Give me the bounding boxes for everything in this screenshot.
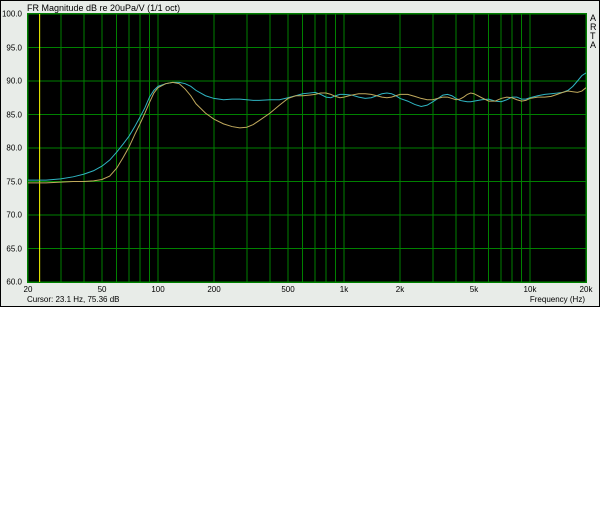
- x-tick-label: 100: [151, 285, 164, 294]
- y-tick-label: 75.0: [0, 177, 22, 186]
- x-tick-label: 20k: [580, 285, 593, 294]
- y-tick-label: 80.0: [0, 144, 22, 153]
- y-tick-label: 90.0: [0, 77, 22, 86]
- arta-watermark: A R T A: [590, 14, 597, 50]
- x-tick-label: 5k: [470, 285, 478, 294]
- x-tick-label: 20: [24, 285, 33, 294]
- chart-frame: FR Magnitude dB re 20uPa/V (1/1 oct) Cur…: [0, 0, 600, 307]
- plot-area[interactable]: [27, 13, 587, 283]
- y-tick-label: 95.0: [0, 43, 22, 52]
- chart-title: FR Magnitude dB re 20uPa/V (1/1 oct): [27, 3, 180, 13]
- y-tick-label: 60.0: [0, 278, 22, 287]
- x-tick-label: 1k: [340, 285, 348, 294]
- y-tick-label: 85.0: [0, 110, 22, 119]
- plot-svg: [28, 14, 586, 282]
- x-tick-label: 2k: [396, 285, 404, 294]
- trace-a: [28, 73, 586, 180]
- x-axis-label: Frequency (Hz): [530, 295, 585, 304]
- y-tick-label: 100.0: [0, 10, 22, 19]
- canvas-wrap: FR Magnitude dB re 20uPa/V (1/1 oct) Cur…: [0, 0, 600, 506]
- x-tick-label: 200: [207, 285, 220, 294]
- cursor-readout: Cursor: 23.1 Hz, 75.36 dB: [27, 295, 120, 304]
- x-tick-label: 50: [98, 285, 107, 294]
- y-tick-label: 65.0: [0, 244, 22, 253]
- x-tick-label: 10k: [524, 285, 537, 294]
- x-tick-label: 500: [281, 285, 294, 294]
- y-tick-label: 70.0: [0, 211, 22, 220]
- trace-b: [28, 82, 586, 183]
